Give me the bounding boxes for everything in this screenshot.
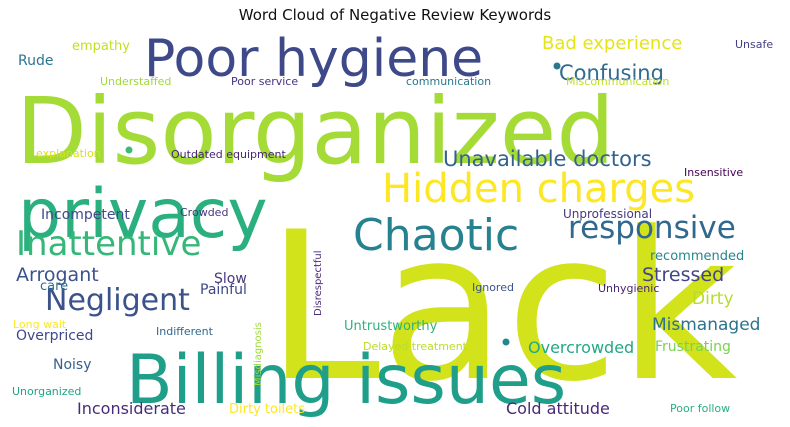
- word-poor-service: Poor service: [231, 75, 298, 88]
- word-untrustworthy: Untrustworthy: [344, 319, 438, 334]
- word-overpriced: Overpriced: [16, 328, 93, 344]
- word-communication: communication: [406, 75, 491, 88]
- word-cloud: Lack Disorganized Billing issues privacy Poo…: [10, 30, 780, 420]
- word-confusing: Confusing: [559, 61, 664, 85]
- word-bad-experience: Bad experience: [542, 33, 682, 54]
- word-insensitive: Insensitive: [684, 166, 743, 179]
- word-poor-follow: Poor follow: [670, 402, 730, 415]
- decorative-dot-1: [125, 146, 133, 154]
- word-inattentive: Inattentive: [16, 224, 201, 264]
- word-delayed-treatment: Delayed treatment: [363, 340, 468, 353]
- word-misdiagnosis: Misdiagnosis: [253, 322, 264, 386]
- word-disorganized: Disorganized: [16, 78, 615, 185]
- word-cold-attitude: Cold attitude: [506, 399, 610, 418]
- word-dirty-toilets: Dirty toilets: [229, 402, 305, 417]
- word-care: care: [40, 279, 68, 294]
- word-crowded: Crowded: [180, 206, 228, 219]
- word-dirty: Dirty: [692, 289, 734, 309]
- word-slow: Slow: [214, 271, 247, 287]
- word-explanation: explanation: [36, 147, 101, 160]
- word-billing-issues: Billing issues: [126, 341, 566, 420]
- word-rude: Rude: [18, 53, 53, 69]
- word-indifferent: Indifferent: [156, 325, 214, 338]
- word-hidden-charges: Hidden charges: [382, 166, 695, 212]
- word-unorganized: Unorganized: [12, 385, 81, 398]
- word-ignored: Ignored: [472, 281, 514, 294]
- word-negligent: Negligent: [45, 283, 190, 318]
- word-unhygienic: Unhygienic: [598, 282, 659, 295]
- word-mismanaged: Mismanaged: [652, 315, 760, 335]
- word-recommended: recommended: [650, 249, 744, 264]
- word-chaotic: Chaotic: [353, 210, 519, 261]
- word-arrogant: Arrogant: [16, 264, 99, 286]
- word-responsive: responsive: [568, 210, 736, 246]
- chart-title: Word Cloud of Negative Review Keywords: [238, 6, 552, 24]
- word-unavailable-doctors: Unavailable doctors: [443, 147, 652, 171]
- word-stressed: Stressed: [642, 264, 724, 286]
- word-frustrating: Frustrating: [655, 339, 731, 355]
- word-inconsiderate: Inconsiderate: [77, 399, 186, 418]
- word-incompetent: Incompetent: [41, 207, 130, 223]
- word-unprofessional: Unprofessional: [563, 207, 652, 221]
- word-empathy: empathy: [72, 39, 130, 54]
- word-understaffed: Understaffed: [100, 75, 171, 88]
- word-miscommunication: Miscommunication: [566, 75, 669, 88]
- word-privacy: privacy: [18, 175, 268, 254]
- word-lack: Lack: [266, 189, 738, 420]
- word-outdated-equipment: Outdated equipment: [171, 148, 286, 161]
- word-noisy: Noisy: [53, 357, 92, 373]
- word-long-wait: Long wait: [13, 318, 67, 331]
- word-disrespectful: Disrespectful: [313, 251, 324, 317]
- word-unsafe: Unsafe: [735, 38, 773, 51]
- word-painful: Painful: [200, 282, 247, 298]
- decorative-dot-3: [502, 338, 510, 346]
- word-poor-hygiene: Poor hygiene: [144, 30, 483, 89]
- decorative-dot-2: [553, 62, 561, 70]
- word-overcrowded: Overcrowded: [528, 338, 634, 357]
